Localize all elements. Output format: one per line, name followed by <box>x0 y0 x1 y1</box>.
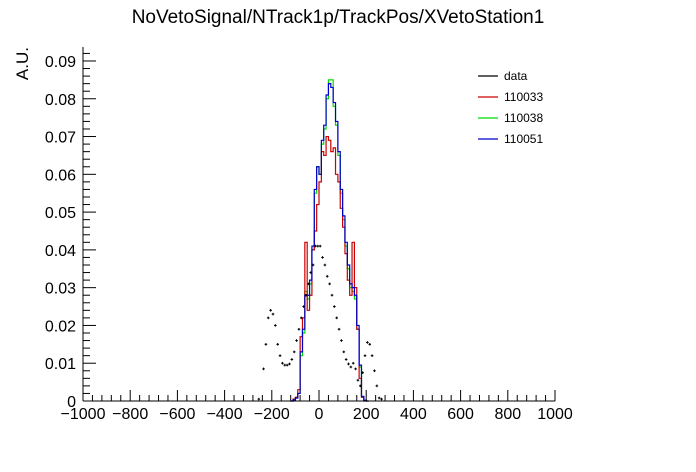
data-point <box>271 312 275 316</box>
data-point <box>292 350 296 354</box>
legend-label-data: data <box>504 69 528 83</box>
data-point <box>370 354 374 357</box>
data-point <box>349 365 353 369</box>
data-point <box>264 343 268 346</box>
y-tick-label: 0.05 <box>45 205 76 222</box>
data-point <box>283 363 287 367</box>
data-point <box>354 367 357 371</box>
data-point <box>375 384 379 388</box>
y-tick-label: 0.07 <box>45 130 76 147</box>
x-tick-label: 600 <box>447 406 474 423</box>
data-point <box>307 282 310 286</box>
data-point <box>309 271 313 274</box>
data-point <box>340 339 343 342</box>
data-point <box>323 263 327 267</box>
data-point <box>290 358 294 361</box>
series-110038-line <box>290 79 369 402</box>
y-tick-label: 0.04 <box>45 243 76 260</box>
data-point <box>276 343 279 346</box>
data-point <box>266 316 270 320</box>
data-point <box>281 361 284 365</box>
series-110033-line <box>290 135 369 402</box>
data-point <box>316 244 320 248</box>
data-point <box>288 362 291 366</box>
data-point <box>295 339 298 342</box>
data-point <box>368 343 372 346</box>
data-point <box>347 362 350 366</box>
plot-area <box>257 79 383 402</box>
x-tick-label: 400 <box>400 406 427 423</box>
data-point <box>337 327 341 331</box>
y-axis-label: A.U. <box>13 47 32 80</box>
data-point <box>335 316 338 320</box>
data-point <box>356 378 360 382</box>
legend-label-110033: 110033 <box>504 90 543 104</box>
data-point <box>351 361 355 365</box>
x-tick-label: 1000 <box>537 406 573 423</box>
data-point <box>344 358 348 361</box>
data-point <box>302 305 305 308</box>
data-point <box>262 367 265 371</box>
data-point <box>330 293 334 297</box>
data-point <box>304 293 308 297</box>
data-point <box>361 371 364 374</box>
data-point <box>377 396 381 400</box>
y-tick-label: 0.09 <box>45 54 76 71</box>
data-point <box>311 263 315 267</box>
data-point <box>269 309 272 312</box>
axes: −1000 −800 −600 −400 −200 0 200 400 600 800 1000 0 0… <box>45 47 573 423</box>
data-point <box>314 244 317 248</box>
data-point <box>359 384 362 388</box>
data-point <box>257 397 261 401</box>
x-tick-label: 800 <box>494 406 521 423</box>
y-tick-label: 0.02 <box>45 318 76 335</box>
x-tick-label: −400 <box>207 406 243 423</box>
data-point <box>318 244 322 248</box>
data-point <box>366 341 369 344</box>
data-point <box>373 369 376 373</box>
legend-label-110051: 110051 <box>504 132 543 146</box>
data-point <box>285 363 289 367</box>
y-tick-label: 0 <box>67 394 76 411</box>
data-point <box>274 324 277 327</box>
x-tick-label: −1000 <box>61 406 106 423</box>
legend-label-110038: 110038 <box>504 111 543 125</box>
data-point <box>380 397 383 401</box>
data-point <box>325 275 329 278</box>
y-tick-label: 0.08 <box>45 92 76 109</box>
data-point <box>321 256 324 259</box>
x-tick-label: −600 <box>159 406 195 423</box>
y-tick-label: 0.03 <box>45 281 76 298</box>
data-point <box>300 316 303 320</box>
y-tick-label: 0.01 <box>45 356 76 373</box>
data-point <box>328 282 331 286</box>
legend: data 110033 110038 110051 <box>478 69 543 146</box>
data-point <box>363 354 367 357</box>
series-110051-line <box>290 83 369 402</box>
y-tick-label: 0.06 <box>45 167 76 184</box>
data-point <box>278 354 282 357</box>
x-tick-label: 200 <box>353 406 380 423</box>
x-tick-label: −200 <box>254 406 290 423</box>
data-point <box>333 305 336 308</box>
x-tick-label: −800 <box>112 406 148 423</box>
x-tick-label: 0 <box>315 406 324 423</box>
data-point <box>342 350 346 354</box>
data-point <box>297 327 301 331</box>
chart-title: NoVetoSignal/NTrack1p/TrackPos/XVetoStat… <box>132 7 545 28</box>
